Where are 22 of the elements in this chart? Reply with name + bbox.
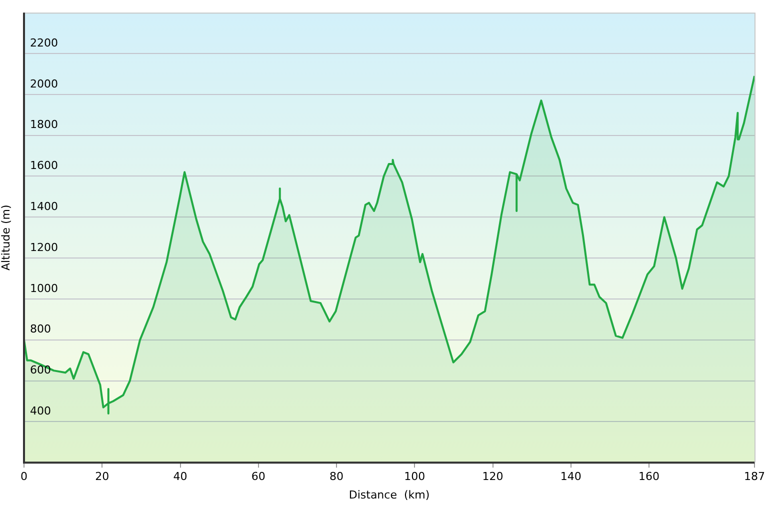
x-axis-title: Distance (km) (348, 488, 430, 502)
x-tick-label: 20 (95, 470, 110, 484)
x-tick-label: 120 (482, 470, 504, 484)
y-tick-label: 1000 (30, 282, 58, 295)
y-tick-label: 2200 (30, 36, 58, 50)
y-tick-label: 1600 (30, 159, 58, 172)
y-tick-label: 1400 (30, 200, 58, 214)
y-axis-title: Altitude (m) (0, 204, 12, 270)
x-tick-label: 80 (330, 470, 344, 484)
x-tick-label: 140 (560, 470, 582, 484)
y-tick-label: 1800 (30, 118, 58, 132)
x-tick-label: 40 (173, 470, 188, 484)
x-tick-label: 100 (404, 470, 426, 484)
y-tick-label: 1200 (30, 240, 58, 254)
y-tick-label: 400 (30, 404, 51, 418)
x-tick-label: 60 (251, 470, 266, 484)
x-tick-label: 0 (20, 470, 28, 484)
y-tick-label: 600 (30, 364, 51, 377)
y-tick-label: 800 (30, 322, 51, 336)
x-tick-label: 187 (744, 470, 765, 484)
y-tick-label: 2000 (30, 77, 58, 90)
x-tick-label: 160 (638, 470, 660, 484)
